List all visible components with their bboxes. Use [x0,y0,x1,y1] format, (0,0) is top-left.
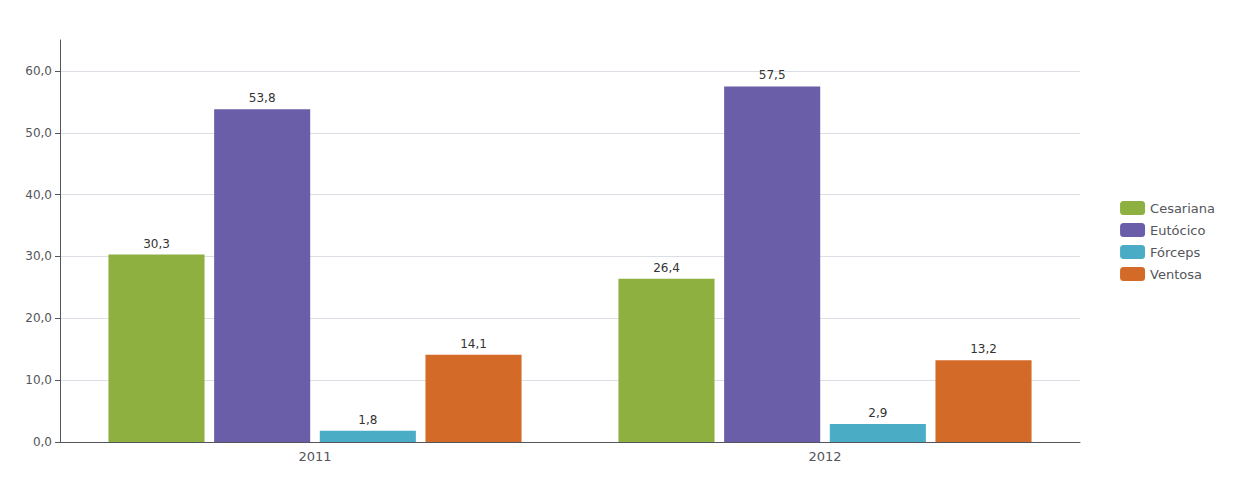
svg-text:26,4: 26,4 [653,261,680,275]
svg-text:Eutócico: Eutócico [1150,223,1205,238]
svg-text:Ventosa: Ventosa [1150,267,1202,282]
svg-text:Fórceps: Fórceps [1150,245,1200,260]
svg-text:53,8: 53,8 [249,91,276,105]
svg-text:40,0: 40,0 [25,188,52,202]
svg-text:0,0: 0,0 [33,435,52,449]
svg-text:2011: 2011 [298,449,331,464]
svg-text:10,0: 10,0 [25,373,52,387]
svg-text:Cesariana: Cesariana [1150,201,1215,216]
svg-text:2,9: 2,9 [868,406,887,420]
svg-text:2012: 2012 [808,449,841,464]
svg-text:14,1: 14,1 [460,337,487,351]
svg-text:13,2: 13,2 [970,342,997,356]
svg-text:20,0: 20,0 [25,311,52,325]
svg-text:50,0: 50,0 [25,126,52,140]
svg-text:57,5: 57,5 [759,68,786,82]
svg-text:60,0: 60,0 [25,64,52,78]
svg-text:1,8: 1,8 [358,413,377,427]
svg-text:30,3: 30,3 [143,237,170,251]
svg-text:30,0: 30,0 [25,249,52,263]
